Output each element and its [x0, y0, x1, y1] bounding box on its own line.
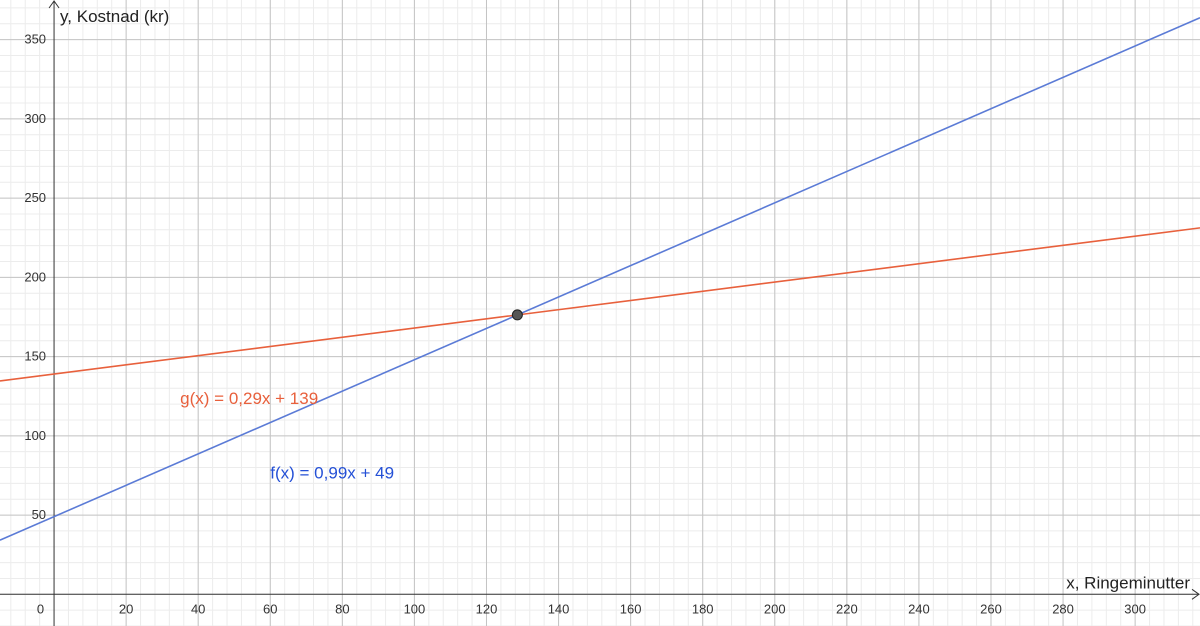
series-label-g: g(x) = 0,29x + 139	[180, 389, 318, 408]
x-tick-label: 180	[692, 601, 714, 616]
x-tick-label: 160	[620, 601, 642, 616]
y-tick-label: 250	[24, 190, 46, 205]
series-line-g	[0, 227, 1200, 382]
y-tick-label: 350	[24, 32, 46, 47]
y-tick-label: 100	[24, 428, 46, 443]
x-tick-label: 300	[1124, 601, 1146, 616]
x-tick-label: 20	[119, 601, 133, 616]
y-tick-label: 200	[24, 269, 46, 284]
x-axis-title: x, Ringeminutter	[1066, 573, 1190, 592]
origin-label: 0	[37, 601, 44, 616]
x-tick-label: 120	[476, 601, 498, 616]
y-tick-label: 150	[24, 349, 46, 364]
x-tick-label: 100	[404, 601, 426, 616]
series-labels: g(x) = 0,29x + 139 f(x) = 0,99x + 49	[180, 389, 394, 482]
x-tick-label: 40	[191, 601, 205, 616]
y-tick-labels: 50 100 150 200 250 300 350	[24, 32, 46, 522]
y-tick-label: 50	[32, 507, 46, 522]
series-line-f	[0, 16, 1200, 541]
x-axis-arrow	[1191, 588, 1200, 600]
series-label-f: f(x) = 0,99x + 49	[270, 464, 394, 483]
series-lines	[0, 16, 1200, 541]
x-tick-label: 220	[836, 601, 858, 616]
x-tick-labels: 20 40 60 80 100 120 140 160 180 200 220 240 260 280 30…	[119, 601, 1146, 616]
x-tick-label: 60	[263, 601, 277, 616]
x-tick-label: 140	[548, 601, 570, 616]
x-tick-label: 280	[1052, 601, 1074, 616]
x-tick-label: 260	[980, 601, 1002, 616]
y-tick-label: 300	[24, 111, 46, 126]
y-axis-arrow	[48, 0, 60, 9]
x-tick-label: 80	[335, 601, 349, 616]
x-tick-label: 240	[908, 601, 930, 616]
y-axis-title: y, Kostnad (kr)	[60, 7, 169, 26]
x-tick-label: 200	[764, 601, 786, 616]
intersection-point[interactable]	[511, 309, 523, 321]
